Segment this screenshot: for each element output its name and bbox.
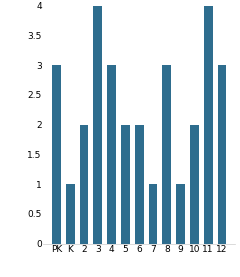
Bar xyxy=(93,6,102,244)
Bar xyxy=(66,184,75,244)
Bar xyxy=(204,6,213,244)
Bar xyxy=(121,125,130,244)
Bar xyxy=(162,65,171,244)
Bar xyxy=(52,65,61,244)
Bar xyxy=(135,125,144,244)
Bar xyxy=(107,65,116,244)
Bar xyxy=(217,65,227,244)
Bar xyxy=(79,125,89,244)
Bar xyxy=(190,125,199,244)
Bar xyxy=(176,184,185,244)
Bar xyxy=(149,184,157,244)
